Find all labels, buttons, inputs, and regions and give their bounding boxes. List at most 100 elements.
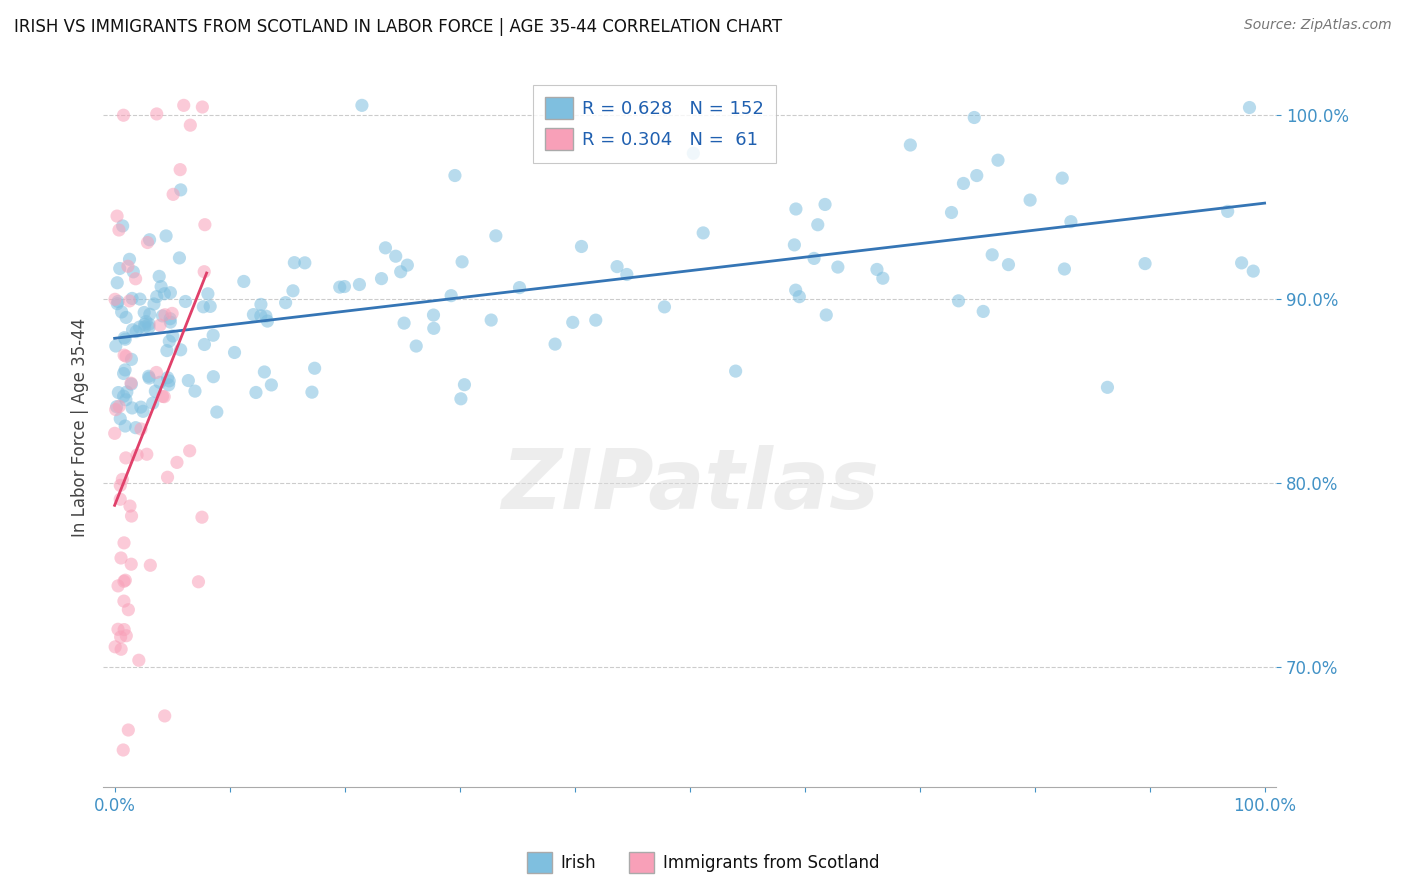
Point — [115, 310, 138, 325]
Point — [260, 378, 283, 392]
Point — [561, 315, 583, 329]
Point — [111, 472, 134, 486]
Point — [1052, 171, 1074, 186]
Point — [105, 276, 128, 290]
Point — [963, 111, 986, 125]
Point — [104, 293, 127, 307]
Point — [866, 262, 889, 277]
Point — [405, 339, 427, 353]
Point — [115, 629, 138, 643]
Point — [124, 272, 146, 286]
Point — [202, 369, 225, 384]
Point — [149, 318, 172, 333]
Point — [444, 169, 467, 183]
Point — [981, 248, 1004, 262]
Point — [193, 300, 215, 314]
Point — [479, 313, 502, 327]
Point — [149, 376, 172, 390]
Point — [232, 275, 254, 289]
Point — [111, 305, 134, 319]
Point — [785, 283, 807, 297]
Point — [245, 385, 267, 400]
Point — [1241, 264, 1264, 278]
Point — [155, 228, 177, 243]
Point — [193, 337, 215, 351]
Point — [142, 396, 165, 410]
Point — [120, 558, 142, 572]
Point — [384, 249, 406, 263]
Point — [112, 389, 135, 403]
Point — [179, 118, 201, 132]
Point — [114, 331, 136, 345]
Point — [329, 280, 352, 294]
Point — [692, 226, 714, 240]
Point — [104, 339, 127, 353]
Point — [115, 349, 138, 363]
Point — [112, 594, 135, 608]
Point — [654, 300, 676, 314]
Point — [156, 370, 179, 384]
Point — [145, 290, 167, 304]
Point — [585, 313, 607, 327]
Point — [129, 400, 152, 414]
Point — [1133, 257, 1156, 271]
Point — [125, 420, 148, 434]
Point — [148, 269, 170, 284]
Point — [396, 258, 419, 272]
Point — [422, 308, 444, 322]
Point — [301, 385, 323, 400]
Point — [138, 233, 160, 247]
Legend: R = 0.628   N = 152, R = 0.304   N =  61: R = 0.628 N = 152, R = 0.304 N = 61 — [533, 85, 776, 163]
Point — [349, 277, 371, 292]
Point — [134, 305, 156, 319]
Point — [153, 286, 176, 301]
Point — [143, 297, 166, 311]
Point — [117, 603, 139, 617]
Point — [1019, 193, 1042, 207]
Point — [112, 743, 135, 757]
Point — [205, 405, 228, 419]
Point — [114, 573, 136, 587]
Point — [987, 153, 1010, 168]
Point — [224, 345, 246, 359]
Point — [250, 309, 273, 323]
Point — [152, 309, 174, 323]
Point — [162, 187, 184, 202]
Point — [110, 492, 132, 507]
Point — [107, 579, 129, 593]
Point — [1230, 256, 1253, 270]
Point — [783, 238, 806, 252]
Point — [139, 307, 162, 321]
Point — [187, 574, 209, 589]
Point — [997, 258, 1019, 272]
Point — [138, 371, 160, 385]
Point — [1053, 262, 1076, 277]
Text: Source: ZipAtlas.com: Source: ZipAtlas.com — [1244, 18, 1392, 32]
Point — [143, 384, 166, 399]
Point — [115, 384, 138, 399]
Point — [125, 325, 148, 339]
Point — [294, 256, 316, 270]
Point — [121, 323, 143, 337]
Point — [138, 317, 160, 331]
Point — [304, 361, 326, 376]
Point — [807, 218, 830, 232]
Point — [104, 402, 127, 417]
Point — [389, 265, 412, 279]
Point — [948, 293, 970, 308]
Point — [451, 255, 474, 269]
Point — [139, 558, 162, 573]
Point — [333, 279, 356, 293]
Point — [197, 286, 219, 301]
Point — [121, 401, 143, 415]
Point — [606, 260, 628, 274]
Point — [114, 363, 136, 377]
Point — [194, 218, 217, 232]
Y-axis label: In Labor Force | Age 35-44: In Labor Force | Age 35-44 — [72, 318, 89, 537]
Point — [453, 377, 475, 392]
Point — [152, 389, 174, 403]
Text: IRISH VS IMMIGRANTS FROM SCOTLAND IN LABOR FORCE | AGE 35-44 CORRELATION CHART: IRISH VS IMMIGRANTS FROM SCOTLAND IN LAB… — [14, 18, 782, 36]
Point — [159, 285, 181, 300]
Point — [115, 392, 138, 407]
Point — [156, 343, 179, 358]
